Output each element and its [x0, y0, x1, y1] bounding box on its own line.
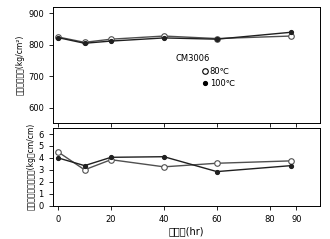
Y-axis label: アイゾット衝撃強さ(kgシcm/cm): アイゾット衝撃強さ(kgシcm/cm) [27, 123, 36, 211]
Y-axis label: 引張降伏強さ(kg/cm²): 引張降伏強さ(kg/cm²) [16, 35, 25, 95]
Text: CM3006: CM3006 [176, 54, 210, 63]
Legend: 80℃, 100℃: 80℃, 100℃ [201, 67, 235, 87]
X-axis label: 時　間(hr): 時 間(hr) [169, 226, 204, 236]
